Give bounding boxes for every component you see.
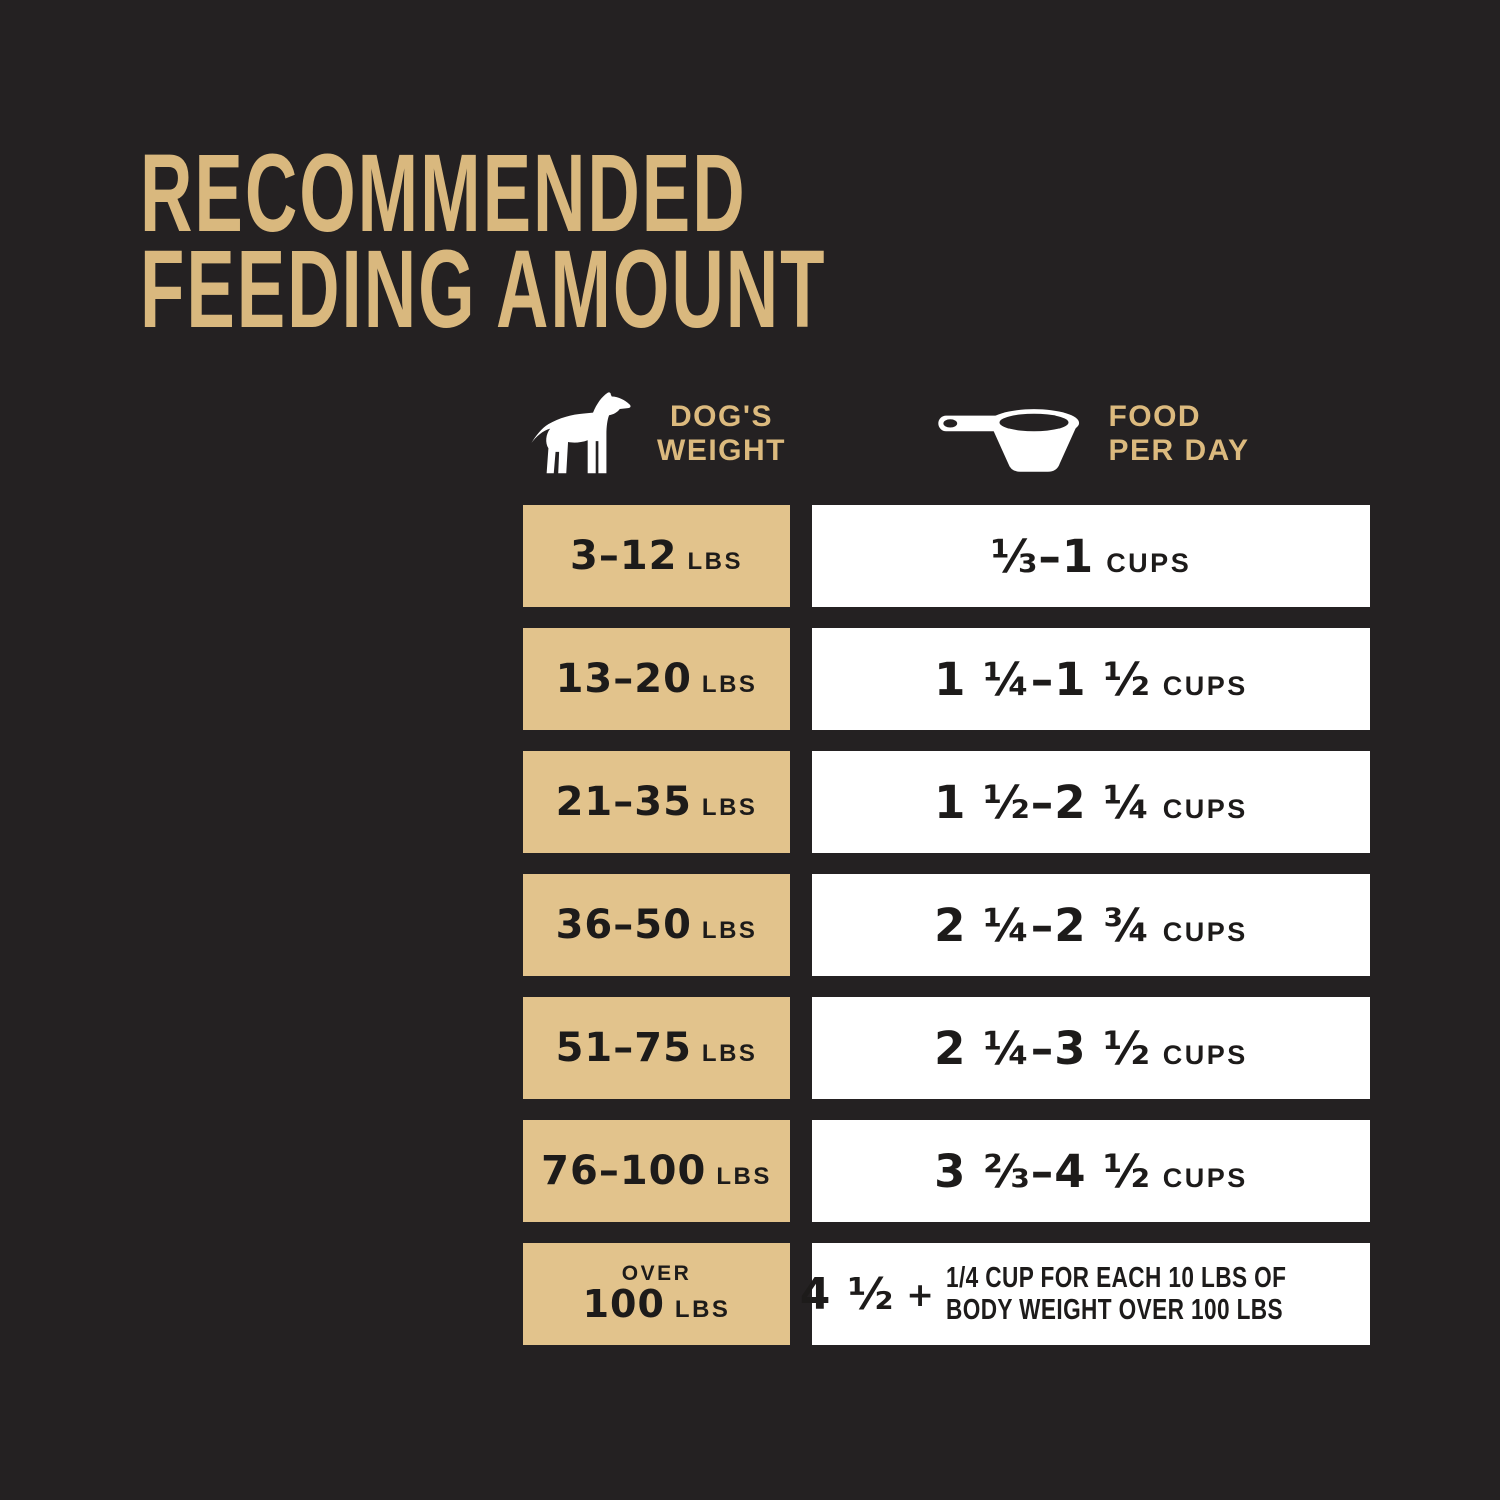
- food-value: 2 ¼–2 ¾: [934, 898, 1151, 952]
- weight-value: 100: [582, 1282, 665, 1327]
- weight-value: 13–20: [555, 656, 692, 702]
- food-cell: 2 ¼–2 ¾ CUPS: [812, 874, 1370, 976]
- weight-value: 51–75: [555, 1025, 692, 1071]
- weight-unit: LBS: [701, 1040, 758, 1067]
- weight-unit: LBS: [701, 671, 758, 698]
- table-row: 76–100 LBS 3 ⅔–4 ½ CUPS: [523, 1120, 1370, 1222]
- weight-unit: LBS: [716, 1163, 772, 1190]
- food-cell: 4 ½ + 1/4 CUP FOR EACH 10 LBS OF BODY WE…: [800, 1243, 1370, 1345]
- weight-prefix: OVER: [621, 1262, 692, 1286]
- food-unit: CUPS: [1106, 547, 1192, 578]
- food-unit: CUPS: [1162, 916, 1248, 947]
- food-value: ⅓–1: [990, 529, 1095, 583]
- food-cell: 1 ¼–1 ½ CUPS: [812, 628, 1370, 730]
- page-title-line2: FEEDING AMOUNT: [140, 228, 827, 351]
- feeding-table: 3–12 LBS ⅓–1 CUPS 13–20 LBS 1 ¼–1 ½ CUPS: [523, 505, 1370, 1345]
- food-value: 1 ½–2 ¼: [934, 775, 1151, 829]
- food-unit: CUPS: [1162, 1162, 1248, 1193]
- table-row: 36–50 LBS 2 ¼–2 ¾ CUPS: [523, 874, 1370, 976]
- weight-unit: LBS: [701, 794, 758, 821]
- table-row: OVER 100 LBS 4 ½ + 1/4 CUP FOR EACH 10 L…: [523, 1243, 1370, 1345]
- page-title: RECOMMENDED FEEDING AMOUNT: [140, 132, 1180, 351]
- weight-cell: 3–12 LBS: [523, 505, 790, 607]
- food-unit: CUPS: [1162, 670, 1248, 701]
- food-unit: CUPS: [1162, 793, 1248, 824]
- dog-icon: [527, 389, 643, 479]
- weight-value: 21–35: [555, 779, 692, 825]
- page-title-line1: RECOMMENDED: [140, 132, 747, 255]
- weight-column-header: DOG'S WEIGHT: [523, 388, 790, 480]
- food-cell: 3 ⅔–4 ½ CUPS: [812, 1120, 1370, 1222]
- food-note: 1/4 CUP FOR EACH 10 LBS OF BODY WEIGHT O…: [946, 1262, 1286, 1326]
- food-value: 2 ¼–3 ½: [934, 1021, 1151, 1075]
- weight-cell: 76–100 LBS: [523, 1120, 790, 1222]
- weight-cell: 21–35 LBS: [523, 751, 790, 853]
- food-value: 1 ¼–1 ½: [934, 652, 1151, 706]
- table-header: DOG'S WEIGHT FOOD PER DAY: [523, 388, 1370, 480]
- weight-unit: LBS: [674, 1296, 731, 1324]
- food-note-line2: BODY WEIGHT OVER 100 LBS: [945, 1294, 1283, 1326]
- weight-cell: 51–75 LBS: [523, 997, 790, 1099]
- food-cell: 1 ½–2 ¼ CUPS: [812, 751, 1370, 853]
- table-row: 3–12 LBS ⅓–1 CUPS: [523, 505, 1370, 607]
- weight-cell: 36–50 LBS: [523, 874, 790, 976]
- weight-value: 3–12: [570, 533, 678, 579]
- weight-value: 76–100: [541, 1148, 707, 1194]
- weight-unit: LBS: [701, 917, 758, 944]
- measuring-cup-icon: [932, 388, 1090, 480]
- table-row: 51–75 LBS 2 ¼–3 ½ CUPS: [523, 997, 1370, 1099]
- weight-cell: 13–20 LBS: [523, 628, 790, 730]
- food-column-label: FOOD PER DAY: [1108, 400, 1250, 467]
- food-note-line1: 1/4 CUP FOR EACH 10 LBS OF: [945, 1262, 1287, 1294]
- weight-column-label: DOG'S WEIGHT: [657, 400, 786, 467]
- table-row: 13–20 LBS 1 ¼–1 ½ CUPS: [523, 628, 1370, 730]
- food-cell: ⅓–1 CUPS: [812, 505, 1370, 607]
- weight-value: 36–50: [555, 902, 692, 948]
- plus-sign: +: [906, 1274, 934, 1314]
- food-value: 4 ½: [799, 1268, 895, 1320]
- table-row: 21–35 LBS 1 ½–2 ¼ CUPS: [523, 751, 1370, 853]
- weight-cell: OVER 100 LBS: [523, 1243, 790, 1345]
- food-column-header: FOOD PER DAY: [812, 388, 1370, 480]
- food-value: 3 ⅔–4 ½: [934, 1144, 1151, 1198]
- food-unit: CUPS: [1162, 1039, 1248, 1070]
- weight-unit: LBS: [687, 548, 743, 575]
- food-cell: 2 ¼–3 ½ CUPS: [812, 997, 1370, 1099]
